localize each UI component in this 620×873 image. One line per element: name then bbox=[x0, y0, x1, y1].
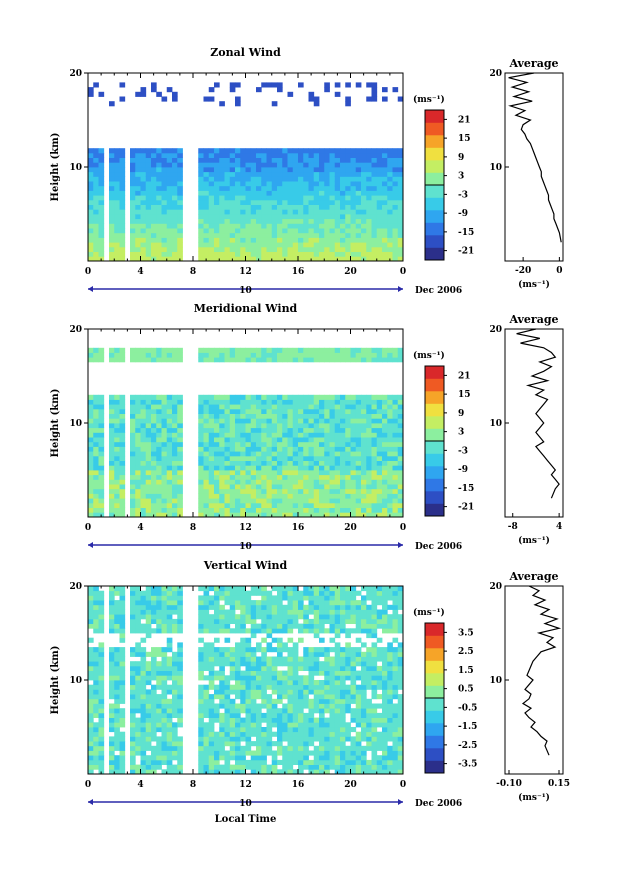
p3-colorbar-tick: 3.5 bbox=[458, 628, 474, 638]
p1-profile-line bbox=[508, 72, 562, 243]
p2-xtick-label: 20 bbox=[344, 523, 357, 533]
p2-heatmap bbox=[88, 347, 404, 518]
p3-xtick-label: 16 bbox=[292, 780, 305, 790]
p1-xtick-label: 20 bbox=[344, 267, 357, 277]
p1-xtick-label: 0 bbox=[85, 267, 91, 277]
p2-profile-xtick: 4 bbox=[556, 522, 562, 532]
p2-profile-xtick: -8 bbox=[508, 522, 518, 532]
p1-colorbar-tick: 21 bbox=[458, 115, 471, 125]
p3-colorbar-tick: 1.5 bbox=[458, 666, 474, 676]
p3-profile-line bbox=[521, 585, 562, 756]
p3-colorbar-tick: 0.5 bbox=[458, 685, 474, 695]
p2-xtick-label: 0 bbox=[85, 523, 91, 533]
p3-colorbar-tick: -0.5 bbox=[458, 703, 477, 713]
p1-ytick-label: 10 bbox=[69, 163, 82, 173]
p2-date-label: Dec 2006 bbox=[415, 542, 462, 552]
p2-date-day: 10 bbox=[239, 542, 252, 552]
p2-ytick-label: 20 bbox=[69, 325, 82, 335]
p2-profile-title: Average bbox=[508, 313, 558, 326]
p1-xtick-label: 4 bbox=[137, 267, 143, 277]
p3-profile-ytick: 10 bbox=[489, 676, 502, 686]
p2-ytick-label: 10 bbox=[69, 419, 82, 429]
p2-xtick-label: 16 bbox=[292, 523, 305, 533]
p1-heatmap bbox=[88, 82, 404, 262]
p2-colorbar-tick: 21 bbox=[458, 371, 471, 381]
p2-xtick-label: 8 bbox=[190, 523, 196, 533]
p1-xtick-label: 8 bbox=[190, 267, 196, 277]
p3-colorbar-tick: -2.5 bbox=[458, 741, 477, 751]
p2-title: Meridional Wind bbox=[194, 302, 298, 315]
p3-xtick-label: 0 bbox=[85, 780, 91, 790]
p1-xtick-label: 0 bbox=[400, 267, 406, 277]
p2-colorbar-tick: 15 bbox=[458, 390, 471, 400]
p1-ylabel: Height (km) bbox=[50, 133, 61, 202]
p1-profile-xunit: (ms⁻¹) bbox=[518, 279, 550, 290]
p3-colorbar-tick: -3.5 bbox=[458, 760, 477, 770]
p2-profile-xunit: (ms⁻¹) bbox=[518, 535, 550, 546]
p3-xtick-label: 12 bbox=[239, 780, 252, 790]
p3-xtick-label: 4 bbox=[137, 780, 143, 790]
p2-xtick-label: 12 bbox=[239, 523, 252, 533]
p1-colorbar-tick: 15 bbox=[458, 134, 471, 144]
p3-ylabel: Height (km) bbox=[50, 646, 61, 715]
p3-profile-xtick: -0.10 bbox=[496, 779, 522, 789]
p1-colorbar-tick: 3 bbox=[458, 172, 464, 182]
p3-ytick-label: 20 bbox=[69, 582, 82, 592]
p1-profile-frame bbox=[504, 72, 564, 262]
p1-profile-ytick: 20 bbox=[489, 69, 502, 79]
p1-xtick-label: 12 bbox=[239, 267, 252, 277]
p2-profile-line bbox=[516, 328, 560, 499]
p1-profile-title: Average bbox=[508, 57, 558, 70]
p1-profile-xtick: 0 bbox=[556, 266, 562, 276]
p3-colorbar-tick: -1.5 bbox=[458, 722, 477, 732]
p2-colorbar-tick: -15 bbox=[458, 484, 474, 494]
p3-ytick-label: 10 bbox=[69, 676, 82, 686]
p2-ylabel: Height (km) bbox=[50, 389, 61, 458]
p1-colorbar-tick: -9 bbox=[458, 209, 468, 219]
p3-profile-ytick: 20 bbox=[489, 582, 502, 592]
p2-xtick-label: 0 bbox=[400, 523, 406, 533]
p3-xtick-label: 0 bbox=[400, 780, 406, 790]
p3-xlabel: Local Time bbox=[215, 814, 277, 825]
p3-heatmap bbox=[88, 586, 404, 775]
p1-profile-xtick: -20 bbox=[515, 266, 531, 276]
p2-colorbar-tick: 9 bbox=[458, 409, 464, 419]
p1-ytick-label: 20 bbox=[69, 69, 82, 79]
p1-date-day: 10 bbox=[239, 286, 252, 296]
p3-xtick-label: 8 bbox=[190, 780, 196, 790]
p2-profile-ytick: 10 bbox=[489, 419, 502, 429]
p1-title: Zonal Wind bbox=[210, 46, 281, 59]
p1-profile-ytick: 10 bbox=[489, 163, 502, 173]
p1-colorbar-tick: 9 bbox=[458, 153, 464, 163]
p3-profile-title: Average bbox=[508, 570, 558, 583]
p1-colorbar-tick: -15 bbox=[458, 228, 474, 238]
p2-xtick-label: 4 bbox=[137, 523, 143, 533]
p3-colorbar-unit: (ms⁻¹) bbox=[413, 607, 445, 618]
p3-profile-xunit: (ms⁻¹) bbox=[518, 792, 550, 803]
p3-date-label: Dec 2006 bbox=[415, 799, 462, 809]
p1-xtick-label: 16 bbox=[292, 267, 305, 277]
p3-date-day: 10 bbox=[239, 799, 252, 809]
p1-date-label: Dec 2006 bbox=[415, 286, 462, 296]
p2-colorbar-tick: 3 bbox=[458, 428, 464, 438]
p1-colorbar-tick: -21 bbox=[458, 247, 474, 257]
p2-colorbar-tick: -21 bbox=[458, 503, 474, 513]
p3-colorbar-tick: 2.5 bbox=[458, 647, 474, 657]
p3-xtick-label: 20 bbox=[344, 780, 357, 790]
p3-profile-xtick: 0.15 bbox=[548, 779, 570, 789]
p1-colorbar-unit: (ms⁻¹) bbox=[413, 94, 445, 105]
p2-colorbar-tick: -9 bbox=[458, 465, 468, 475]
p2-colorbar-tick: -3 bbox=[458, 446, 468, 456]
p3-title: Vertical Wind bbox=[203, 559, 288, 572]
p1-colorbar-tick: -3 bbox=[458, 190, 468, 200]
p3-profile-frame bbox=[504, 585, 564, 775]
p2-profile-ytick: 20 bbox=[489, 325, 502, 335]
p2-colorbar-unit: (ms⁻¹) bbox=[413, 350, 445, 361]
